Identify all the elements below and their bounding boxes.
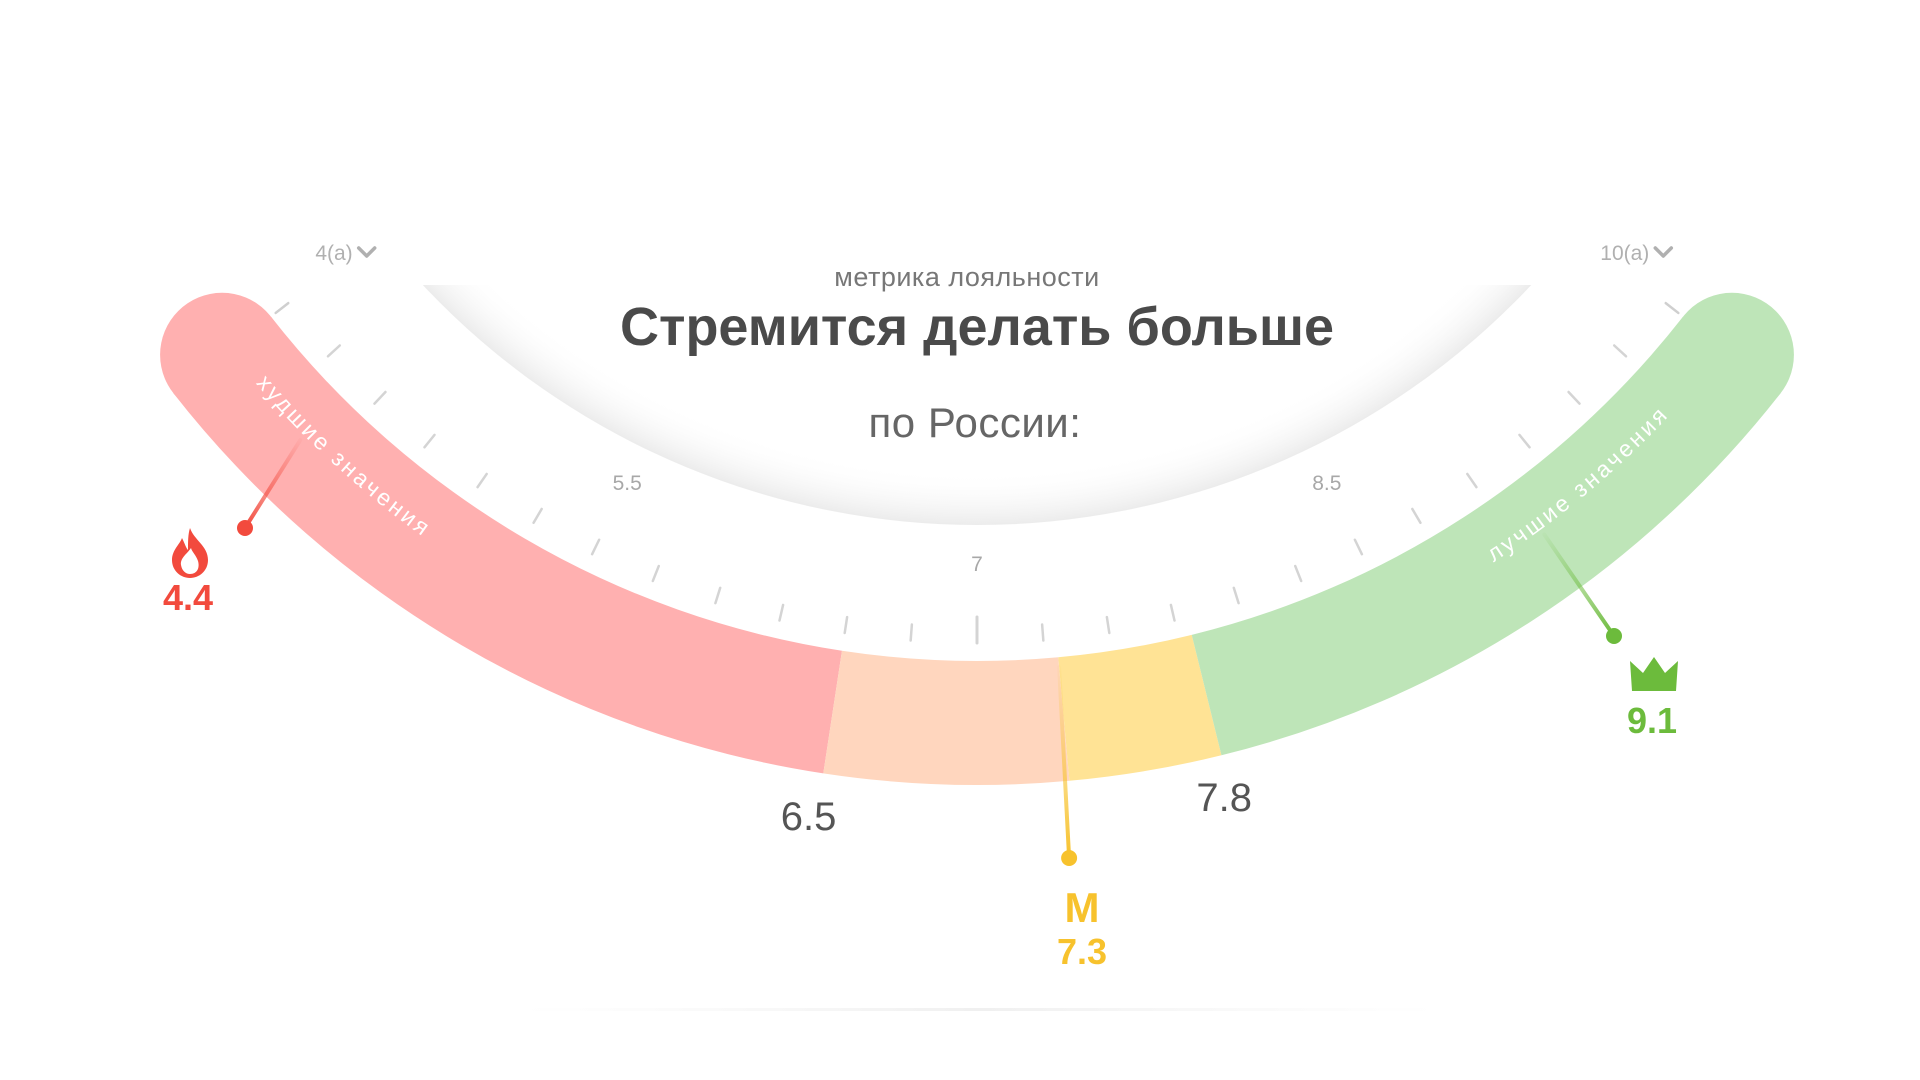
- gauge-tick: [1105, 615, 1111, 635]
- bottom-divider: [520, 1008, 1440, 1011]
- gauge-ticks: [274, 301, 1680, 645]
- range-max-label: 10(а): [1600, 242, 1649, 265]
- marker-dot-median: [1061, 850, 1078, 866]
- gauge-tick: [1466, 472, 1478, 489]
- tick-label-5-5: 5.5: [613, 472, 642, 495]
- gauge-tick: [909, 623, 914, 642]
- gauge-tick: [778, 603, 785, 622]
- gauge-tick: [476, 472, 488, 489]
- marker-value-median: 7.3: [1057, 931, 1107, 972]
- marker-value-best: 9.1: [1627, 700, 1677, 741]
- gauge-tick: [532, 507, 543, 525]
- gauge-cap-right: [1669, 292, 1794, 417]
- top-mask: [0, 0, 1920, 285]
- gauge-zones: [160, 292, 1794, 785]
- scope-label: по России:: [869, 399, 1082, 446]
- gauge-cap-left: [160, 292, 285, 417]
- gauge-tick: [1567, 390, 1581, 405]
- gauge-zone-1: [173, 316, 842, 774]
- gauge-tick: [274, 301, 290, 315]
- threshold-label-7-8: 7.8: [1196, 776, 1252, 820]
- gauge-tick: [714, 586, 722, 605]
- marker-dot-worst: [237, 520, 253, 536]
- gauge-tick: [843, 615, 849, 635]
- gauge-zone-4: [1191, 316, 1781, 756]
- gauge-tick: [1040, 623, 1045, 642]
- gauge-tick: [1294, 564, 1303, 583]
- page-title: Стремится делать больше: [620, 297, 1334, 357]
- gauge-tick: [1612, 344, 1628, 358]
- marker-line-best: [1542, 532, 1616, 638]
- gauge-zone-3: [1058, 634, 1222, 781]
- gauge-zone-2: [823, 650, 1070, 785]
- chevron-down-icon: [1653, 246, 1674, 258]
- metric-label: метрика лояльности: [834, 262, 1099, 292]
- marker-dot-best: [1606, 628, 1622, 644]
- gauge-tick: [1518, 433, 1531, 449]
- threshold-label-6-5: 6.5: [781, 795, 837, 839]
- gauge-tick: [423, 433, 436, 449]
- gauge-tick: [1169, 603, 1176, 622]
- tick-label-8-5: 8.5: [1312, 472, 1341, 495]
- range-min-label: 4(а): [315, 242, 352, 265]
- tick-label-7: 7: [971, 553, 983, 576]
- gauge-tick: [1664, 301, 1680, 315]
- gauge-tick: [373, 390, 387, 405]
- gauge-tick: [326, 344, 342, 358]
- marker-line-median: [1057, 665, 1072, 860]
- crown-icon: [1630, 657, 1678, 691]
- gauge-tick: [1353, 538, 1364, 556]
- marker-letter-median: M: [1065, 884, 1100, 931]
- flame-icon: [172, 528, 208, 578]
- gauge-tick: [1411, 507, 1422, 525]
- gauge-tick: [590, 538, 601, 556]
- marker-line-worst: [243, 438, 303, 530]
- chevron-down-icon: [356, 246, 377, 258]
- marker-value-worst: 4.4: [163, 577, 213, 618]
- gauge-tick: [1232, 586, 1240, 605]
- gauge-tick: [651, 564, 660, 583]
